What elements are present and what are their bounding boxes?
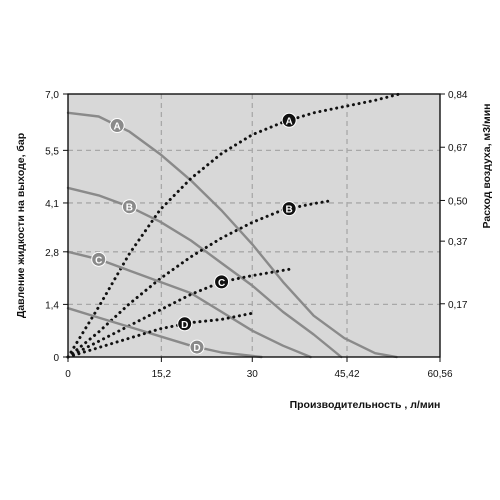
pressure-curve-label-badge-a — [109, 118, 125, 134]
x-tick-label: 0 — [65, 369, 71, 380]
y-left-tick-label: 1,4 — [45, 300, 59, 311]
x-tick-label: 30 — [247, 369, 259, 380]
pressure-curve-c — [66, 250, 312, 359]
y-left-tick-label: 0 — [53, 353, 59, 364]
air-flow-curve-label-a: A — [286, 116, 293, 127]
air-flow-curve-label-d: D — [181, 320, 188, 331]
plot-background — [68, 94, 440, 357]
x-tick-label: 15,2 — [152, 369, 172, 380]
plot-frame — [67, 93, 441, 358]
y-right-tick-label: 0,37 — [448, 237, 468, 248]
air-flow-curve-c — [66, 267, 291, 359]
y-right-tick-label: 0,17 — [448, 300, 468, 311]
pressure-curve-label-d: D — [193, 343, 200, 354]
y-left-tick-label: 4,1 — [45, 199, 59, 210]
y-right-axis-label: Расход воздуха, м3/мин — [481, 103, 493, 228]
y-right-tick-label: 0,67 — [448, 143, 468, 154]
y-right-tick-label: 0,84 — [448, 90, 468, 101]
pressure-curve-d — [66, 307, 263, 359]
x-tick-label: 45,42 — [334, 369, 359, 380]
y-left-axis-label: Давление жидкости на выходе, бар — [15, 133, 27, 318]
air-flow-curve-label-badge-b — [281, 201, 297, 217]
air-flow-curve-label-b: B — [286, 205, 293, 216]
pressure-curve-label-badge-d — [189, 339, 205, 355]
air-flow-curve-label-badge-c — [214, 274, 230, 290]
x-axis-label: Производительность , л/мин — [290, 399, 441, 411]
air-flow-curve-label-c: C — [218, 278, 225, 289]
x-tick-label: 60,56 — [427, 369, 452, 380]
pressure-curve-label-badge-b — [121, 199, 137, 215]
pressure-curve-b — [66, 186, 343, 359]
y-left-tick-label: 2,8 — [45, 248, 59, 259]
air-flow-curve-d — [66, 311, 254, 359]
y-left-tick-label: 5,5 — [45, 146, 59, 157]
pressure-curve-label-a: A — [114, 122, 121, 133]
y-right-tick-label: 0,50 — [448, 196, 468, 207]
pressure-curve-label-badge-c — [91, 251, 107, 267]
pressure-curve-label-b: B — [126, 203, 133, 214]
air-flow-curve-label-badge-d — [177, 316, 193, 332]
pressure-curve-label-c: C — [95, 255, 102, 266]
pressure-curve-a — [66, 111, 398, 359]
y-left-tick-label: 7,0 — [45, 90, 59, 101]
air-flow-curve-b — [66, 199, 334, 359]
air-flow-curve-label-badge-a — [281, 112, 297, 128]
